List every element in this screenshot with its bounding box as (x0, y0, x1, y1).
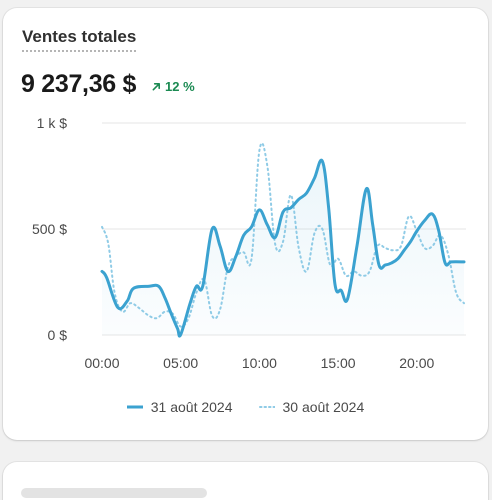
solid-line-swatch (126, 405, 143, 409)
chart-legend: 31 août 2024 30 août 2024 (3, 399, 488, 415)
next-card (3, 462, 488, 500)
x-tick-label: 05:00 (163, 355, 198, 371)
series-line-current (100, 158, 466, 338)
series-line-previous (101, 142, 465, 328)
total-sales-card: Ventes totales 9 237,36 $ 12 % 0 $ 500 $ 1… (3, 8, 488, 440)
y-tick-label: 1 k $ (37, 115, 68, 131)
x-tick-label: 00:00 (84, 355, 119, 371)
x-tick-label: 20:00 (399, 355, 434, 371)
legend-item-current[interactable]: 31 août 2024 (126, 399, 233, 415)
x-tick-label: 15:00 (321, 355, 356, 371)
delta-text: 12 % (165, 79, 195, 94)
sales-line-chart: 0 $ 500 $ 1 k $ 00:00 05:00 10:00 15:00 20:00 (32, 115, 466, 371)
delta-badge: 12 % (152, 79, 195, 94)
x-tick-label: 10:00 (242, 355, 277, 371)
loading-skeleton (21, 488, 207, 498)
card-title[interactable]: Ventes totales (22, 27, 137, 52)
legend-item-previous[interactable]: 30 août 2024 (258, 399, 365, 415)
dotted-line-swatch (258, 406, 275, 408)
arrow-up-right-icon (152, 82, 161, 91)
total-sales-value: 9 237,36 $ (21, 70, 137, 98)
y-tick-label: 0 $ (48, 327, 68, 343)
legend-label-previous: 30 août 2024 (282, 399, 365, 415)
y-tick-label: 500 $ (32, 221, 67, 237)
series-area-current (102, 160, 464, 337)
legend-label-current: 31 août 2024 (150, 399, 233, 415)
